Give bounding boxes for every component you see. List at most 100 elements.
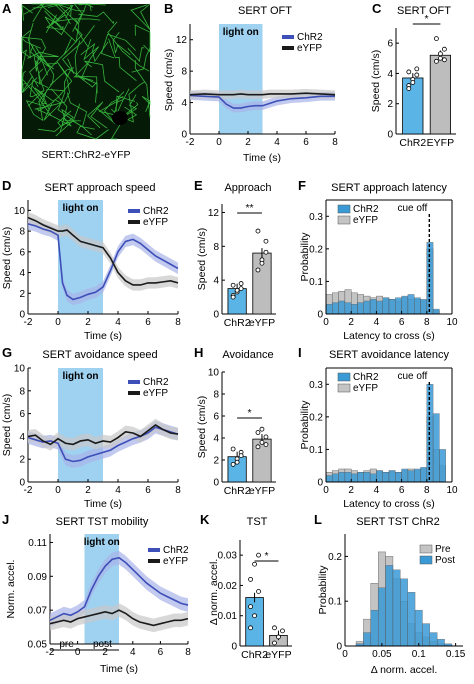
- x-tick-label: 4: [130, 647, 136, 658]
- micrograph-caption: SERT::ChR2-eYFP: [41, 149, 130, 161]
- legend-label-eyfp: eYFP: [163, 556, 188, 567]
- series-line-chr2: [49, 556, 189, 622]
- data-point: [437, 55, 443, 61]
- y-tick-label: 8: [213, 242, 219, 253]
- legend-swatch-chr2: [128, 209, 140, 213]
- fiber: [27, 60, 45, 107]
- data-point: [234, 459, 240, 465]
- hist-bin-chr2: [395, 297, 402, 315]
- x-tick-label: 0: [323, 317, 329, 328]
- category-label: eYFP: [249, 317, 275, 329]
- panel-label-g: G: [2, 345, 12, 360]
- hist-bin-chr2: [432, 413, 440, 483]
- y-tick-label: 10: [14, 364, 26, 375]
- legend-swatch-eyfp: [148, 559, 160, 563]
- significance-marker: *: [264, 550, 268, 562]
- x-axis-label: Time (s): [100, 663, 138, 675]
- data-point: [238, 286, 244, 292]
- hist-bin-chr2: [395, 472, 402, 483]
- hist-bin-chr2: [325, 475, 333, 483]
- y-tick-label: 0: [181, 130, 187, 141]
- y-tick-label: 0.1: [309, 445, 323, 456]
- legend-label-eyfp: eYFP: [143, 388, 168, 399]
- y-tick-label: 0: [387, 130, 393, 141]
- x-tick-label: 0: [55, 485, 61, 496]
- y-tick-label: 0.01: [218, 611, 238, 622]
- x-axis-label: Time (s): [84, 330, 122, 342]
- fiber: [32, 3, 60, 23]
- data-point: [255, 228, 261, 234]
- series-line-eyfp: [49, 609, 189, 627]
- category-label: ChR2: [224, 317, 251, 329]
- significance-marker: *: [425, 13, 429, 25]
- micrograph: [20, 3, 151, 140]
- panel-g-title: SERT avoidance speed: [42, 349, 157, 361]
- panel-l-title: SERT TST ChR2: [356, 516, 440, 528]
- legend-swatch-eyfp: [128, 220, 140, 224]
- y-tick-label: 0: [317, 478, 323, 489]
- x-tick-label: 6: [303, 137, 309, 148]
- cue-off-label: cue off: [397, 203, 427, 214]
- fiber: [74, 40, 98, 94]
- x-tick-label: 0.05: [372, 649, 392, 660]
- hist-bin-chr2: [420, 299, 428, 315]
- x-tick-label: 6: [145, 317, 151, 328]
- panel-f-title: SERT approach latency: [331, 182, 447, 194]
- x-tick-label: 6: [399, 317, 405, 328]
- fiber: [81, 39, 100, 77]
- y-axis-label: Speed (cm/s): [196, 396, 208, 458]
- light-on-region: [219, 24, 263, 134]
- x-axis-label: Time (s): [84, 498, 122, 510]
- y-tick-label: 0.1: [328, 597, 342, 608]
- y-tick-label: 2: [213, 456, 219, 467]
- panel-k-title: TST: [247, 516, 268, 528]
- x-tick-label: 8: [175, 317, 181, 328]
- hist-bin-post: [429, 632, 438, 647]
- panel-c-chart: 0 2 4 6 ChR2 EYFP * Speed (cm/s): [370, 13, 456, 149]
- y-axis-label: Speed (cm/s): [1, 394, 13, 456]
- data-point: [276, 634, 281, 640]
- fiber: [130, 3, 151, 30]
- panel-label-j: J: [2, 512, 9, 527]
- fiber: [80, 41, 109, 63]
- category-label: EYFP: [427, 137, 454, 149]
- hist-bin-chr2: [351, 473, 358, 483]
- fiber: [30, 45, 50, 68]
- x-tick-label: 0: [55, 317, 61, 328]
- y-tick-label: 0.2: [309, 244, 323, 255]
- x-tick-label: -2: [186, 137, 195, 148]
- data-point: [259, 439, 265, 445]
- fiber: [38, 110, 72, 132]
- cue-off-label: cue off: [397, 371, 427, 382]
- x-tick-label: 2: [348, 317, 354, 328]
- data-point: [238, 281, 244, 286]
- legend-swatch-chr2: [337, 372, 351, 382]
- x-tick-label: 10: [446, 485, 458, 496]
- y-tick-label: 0: [213, 478, 219, 489]
- legend-swatch-eyfp: [337, 215, 351, 225]
- fiber: [67, 92, 92, 136]
- data-point: [255, 430, 261, 435]
- hist-bin-post: [407, 592, 416, 647]
- y-tick-label: 0.11: [28, 538, 47, 549]
- data-point: [256, 589, 261, 594]
- hist-bin-chr2: [325, 304, 333, 315]
- y-tick-label: 0: [231, 642, 237, 653]
- hist-bin-chr2: [426, 242, 434, 315]
- fiber: [52, 61, 73, 102]
- hist-bin-chr2: [439, 449, 446, 483]
- data-point: [414, 66, 420, 72]
- x-axis-label: Δ norm. accel.: [371, 664, 438, 676]
- category-label: eYFP: [249, 485, 275, 497]
- light-on-label: light on: [62, 203, 98, 214]
- data-point: [256, 552, 261, 558]
- hist-bin-chr2: [344, 302, 352, 315]
- x-tick-label: -2: [46, 647, 55, 658]
- legend-swatch-eyfp: [282, 46, 294, 50]
